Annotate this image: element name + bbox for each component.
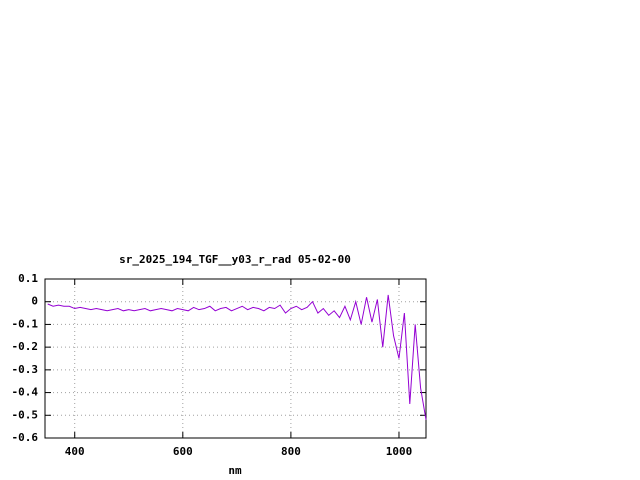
y-tick-label: -0.5 — [12, 408, 39, 421]
y-tick-label: -0.6 — [12, 431, 39, 444]
data-line — [47, 294, 427, 420]
y-tick-label: 0.1 — [18, 272, 38, 285]
chart-title: sr_2025_194_TGF__y03_r_rad 05-02-00 — [119, 253, 351, 266]
y-tick-label: -0.1 — [12, 317, 39, 330]
y-tick-label: -0.4 — [12, 386, 39, 399]
y-tick-label: -0.2 — [12, 340, 39, 353]
x-tick-label: 800 — [281, 445, 301, 458]
x-axis-label: nm — [228, 464, 242, 477]
plot-border — [44, 278, 427, 439]
x-tick-label: 400 — [65, 445, 85, 458]
x-tick-label: 600 — [173, 445, 193, 458]
y-tick-label: -0.3 — [12, 363, 39, 376]
y-tick-label: 0 — [31, 295, 38, 308]
x-tick-label: 1000 — [386, 445, 413, 458]
